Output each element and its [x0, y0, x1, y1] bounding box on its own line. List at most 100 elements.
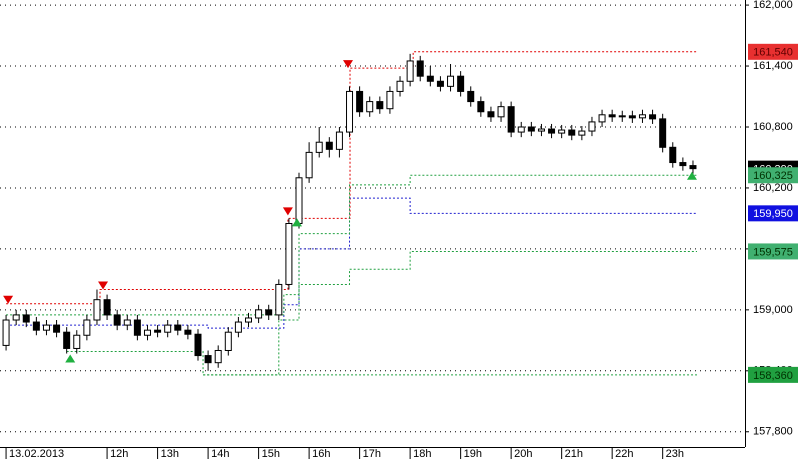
price-badge	[748, 205, 798, 222]
candle-body	[618, 115, 626, 118]
candle-body	[386, 90, 394, 110]
candle-body	[477, 101, 485, 113]
price-badge-label: 159,575	[753, 246, 793, 258]
candle-body	[143, 329, 151, 336]
candle-body	[457, 75, 465, 92]
candle-body	[366, 101, 374, 113]
candle-body	[346, 90, 354, 133]
level-line	[6, 51, 698, 305]
candle-body	[22, 314, 30, 323]
candle-body	[265, 309, 273, 316]
candle-body	[32, 321, 40, 331]
price-badge	[748, 366, 798, 383]
x-tick-label: 22h	[615, 448, 633, 460]
signal-marker	[343, 60, 354, 69]
candle-body	[154, 329, 162, 333]
candle-body	[669, 146, 677, 164]
candle-body	[295, 177, 303, 224]
candle-body	[608, 114, 616, 118]
candle-body	[578, 130, 586, 136]
candle-body	[517, 126, 525, 133]
candle-body	[133, 319, 141, 336]
candle-body	[42, 324, 50, 331]
signal-marker	[291, 218, 302, 227]
price-badge	[748, 243, 798, 260]
candle-body	[376, 101, 384, 110]
candle-body	[83, 319, 91, 336]
price-badge-label: 160,325	[753, 170, 793, 182]
candle-body	[12, 314, 20, 321]
candle-body	[537, 128, 545, 132]
y-tick-label: 160,200	[753, 182, 793, 194]
candle-body	[548, 128, 556, 134]
candle-body	[467, 90, 475, 103]
candle-body	[487, 111, 495, 118]
y-tick-label: 159,000	[753, 304, 793, 316]
x-tick-label: 17h	[363, 448, 381, 460]
candle-body	[2, 319, 10, 346]
candle-body	[315, 141, 323, 153]
y-tick-label: 162,000	[753, 0, 793, 11]
x-tick-label: 21h	[565, 448, 583, 460]
x-tick-label: 16h	[312, 448, 330, 460]
candle-body	[335, 131, 343, 150]
x-tick-label: 15h	[262, 448, 280, 460]
candle-body	[649, 114, 657, 120]
signal-marker	[3, 295, 14, 304]
candle-body	[234, 321, 242, 333]
candle-body	[436, 80, 444, 87]
x-tick-label: 14h	[211, 448, 229, 460]
candle-body	[194, 333, 202, 357]
candle-body	[275, 283, 283, 316]
candle-body	[416, 60, 424, 77]
candle-body	[598, 114, 606, 123]
price-badge-label: 158,360	[753, 370, 793, 382]
candle-body	[93, 299, 101, 321]
x-tick-label: 20h	[514, 448, 532, 460]
candle-body	[164, 324, 172, 333]
price-badge-label: 159,950	[753, 208, 793, 220]
candle-body	[255, 309, 263, 319]
candle-body	[426, 75, 434, 82]
price-badge	[748, 43, 798, 60]
level-line	[6, 197, 698, 329]
candle-body	[558, 129, 566, 134]
candle-body	[245, 317, 253, 323]
y-tick-label: 161,400	[753, 60, 793, 72]
candle-body	[113, 314, 121, 326]
signal-marker	[98, 281, 109, 290]
x-tick-label: 23h	[666, 448, 684, 460]
candle-body	[285, 223, 293, 285]
x-tick-label: 18h	[413, 448, 431, 460]
candle-body	[305, 151, 313, 179]
candle-body	[588, 121, 596, 132]
candle-body	[447, 75, 455, 87]
price-badge	[748, 167, 798, 184]
candle-body	[406, 60, 414, 82]
x-tick-label: 13h	[161, 448, 179, 460]
x-tick-label: 13.02.2013	[9, 448, 64, 460]
candle-body	[396, 80, 404, 92]
candle-body	[73, 334, 81, 349]
signal-marker	[65, 354, 76, 363]
candle-body	[204, 355, 212, 364]
candle-body	[679, 162, 687, 167]
candle-body	[497, 106, 505, 118]
candle-body	[638, 114, 646, 119]
candle-body	[356, 90, 364, 113]
signal-marker	[282, 207, 293, 216]
candle-body	[214, 349, 222, 364]
candle-body	[53, 324, 61, 333]
candle-body	[123, 319, 131, 326]
candle-body	[568, 129, 576, 136]
candle-body	[689, 165, 697, 170]
y-tick-label: 157,800	[753, 426, 793, 438]
candle-body	[184, 329, 192, 335]
candle-body	[224, 331, 232, 351]
candle-body	[659, 118, 667, 148]
x-tick-label: 12h	[110, 448, 128, 460]
candle-body	[628, 115, 636, 119]
candle-body	[63, 331, 71, 349]
